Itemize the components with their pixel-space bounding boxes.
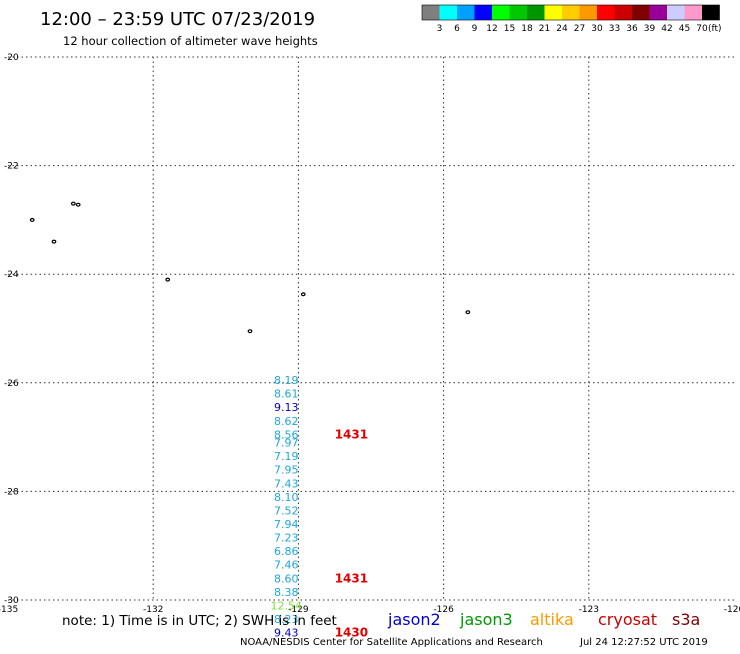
wave-height-value: 7.94: [274, 518, 299, 531]
legend-tick-label: 36: [626, 24, 638, 34]
island-outline: [75, 202, 81, 207]
satellite-legend-jason2: jason2: [387, 610, 441, 629]
longitude-tick-label: -129: [288, 605, 309, 615]
latitude-tick-label: -22: [4, 162, 19, 172]
satellite-legend-altika: altika: [530, 610, 574, 629]
legend-swatch: [492, 5, 510, 20]
latitude-tick-label: -24: [4, 270, 19, 280]
legend-tick-label: 33: [609, 24, 620, 34]
wave-height-value: 6.86: [274, 545, 299, 558]
wave-height-value: 8.61: [274, 388, 299, 401]
latitude-tick-label: -28: [4, 487, 19, 497]
satellite-legend-jason3: jason3: [459, 610, 513, 629]
legend-swatch: [579, 5, 597, 20]
map-grid: [8, 56, 734, 601]
pass-time-label: 1431: [335, 427, 368, 441]
pass-time-label: 1431: [335, 571, 368, 585]
wave-height-value: 8.38: [274, 586, 299, 599]
wave-height-value: 8.23: [274, 613, 299, 626]
island-outline: [465, 310, 471, 315]
wave-height-value: 7.43: [274, 477, 299, 490]
wave-height-value: 8.60: [274, 572, 299, 585]
legend-swatch: [562, 5, 580, 20]
wave-height-value: 7.95: [274, 464, 299, 477]
legend-swatch: [614, 5, 632, 20]
footer-note: note: 1) Time is in UTC; 2) SWH is in fe…: [62, 613, 337, 629]
legend-tick-label: 30: [591, 24, 603, 34]
legend-tick-label: 27: [574, 24, 585, 34]
longitude-tick-label: -135: [0, 605, 18, 615]
legend-swatch: [527, 5, 545, 20]
wave-height-value: 7.23: [274, 532, 299, 545]
wave-height-value: 7.97: [274, 437, 299, 450]
legend-tick-label: 39: [644, 24, 656, 34]
satellite-legend: jason2 jason3 altika cryosat s3a: [387, 610, 700, 629]
island-outline: [165, 277, 171, 282]
island-outline: [29, 217, 35, 222]
legend-swatch: [509, 5, 527, 20]
legend-unit: (ft): [708, 24, 722, 34]
legend-tick-label: 12: [486, 24, 497, 34]
legend-tick-label: 3: [437, 24, 443, 34]
legend-swatch: [422, 5, 440, 20]
page-subtitle: 12 hour collection of altimeter wave hei…: [63, 34, 318, 48]
longitude-tick-label: -132: [143, 605, 163, 615]
longitude-tick-label: -126: [433, 605, 454, 615]
longitude-tick-label: -123: [579, 605, 599, 615]
legend-swatch: [632, 5, 650, 20]
wave-height-value: 9.43: [274, 627, 299, 640]
legend-swatch: [667, 5, 685, 20]
latitude-tick-label: -20: [4, 53, 19, 63]
legend-tick-label: 15: [504, 24, 515, 34]
legend-swatch: [684, 5, 702, 20]
latitude-tick-label: -26: [4, 379, 19, 389]
axis-tick-labels: -135 -132 -129 -126 -123 -120 -20 -22 -24 -26 -28 -…: [0, 53, 740, 615]
island-outline: [300, 292, 306, 297]
island-outline: [70, 201, 76, 206]
wave-height-value: 8.62: [274, 415, 299, 428]
wave-height-value: 9.13: [274, 401, 299, 414]
legend-tick-label: 18: [521, 24, 533, 34]
legend-swatch: [544, 5, 562, 20]
wave-height-value: 12.54: [271, 599, 303, 612]
wave-height-value: 8.10: [274, 491, 299, 504]
legend-tick-label: 42: [661, 24, 672, 34]
satellite-legend-cryosat: cryosat: [598, 610, 657, 629]
legend-swatch: [457, 5, 475, 20]
legend-tick-label: 21: [539, 24, 550, 34]
wave-height-labels: 8.198.619.138.628.567.977.197.957.438.10…: [271, 374, 303, 639]
wave-height-value: 7.19: [274, 450, 299, 463]
satellite-legend-s3a: s3a: [672, 610, 700, 629]
legend-tick-label: 70: [696, 24, 708, 34]
island-outline: [51, 239, 57, 244]
legend-swatch: [702, 5, 720, 20]
legend-swatch: [597, 5, 615, 20]
legend-tick-label: 9: [472, 24, 478, 34]
longitude-tick-label: -120: [724, 605, 740, 615]
wave-height-value: 8.19: [274, 374, 299, 387]
color-legend: 3 6 9 12 15 18 21 24 27 30 33 36 39 42 45 70 (ft): [421, 4, 722, 34]
legend-swatch: [649, 5, 667, 20]
legend-tick-label: 24: [556, 24, 568, 34]
wave-height-value: 7.46: [274, 559, 299, 572]
latitude-tick-label: -30: [4, 596, 19, 606]
islands: [29, 201, 471, 334]
wave-height-value: 7.52: [274, 504, 299, 517]
legend-swatch: [439, 5, 457, 20]
legend-tick-label: 45: [679, 24, 690, 34]
page-title: 12:00 – 23:59 UTC 07/23/2019: [40, 9, 315, 30]
footer-credit: NOAA/NESDIS Center for Satellite Applica…: [240, 637, 543, 648]
wave-height-value: 8.56: [274, 428, 299, 441]
legend-swatch: [474, 5, 492, 20]
legend-tick-label: 6: [454, 24, 460, 34]
footer-timestamp: Jul 24 12:27:52 UTC 2019: [579, 637, 708, 648]
island-outline: [247, 329, 253, 334]
pass-time-labels: 1431 1431 1430: [335, 427, 368, 639]
pass-time-label: 1430: [335, 626, 368, 640]
